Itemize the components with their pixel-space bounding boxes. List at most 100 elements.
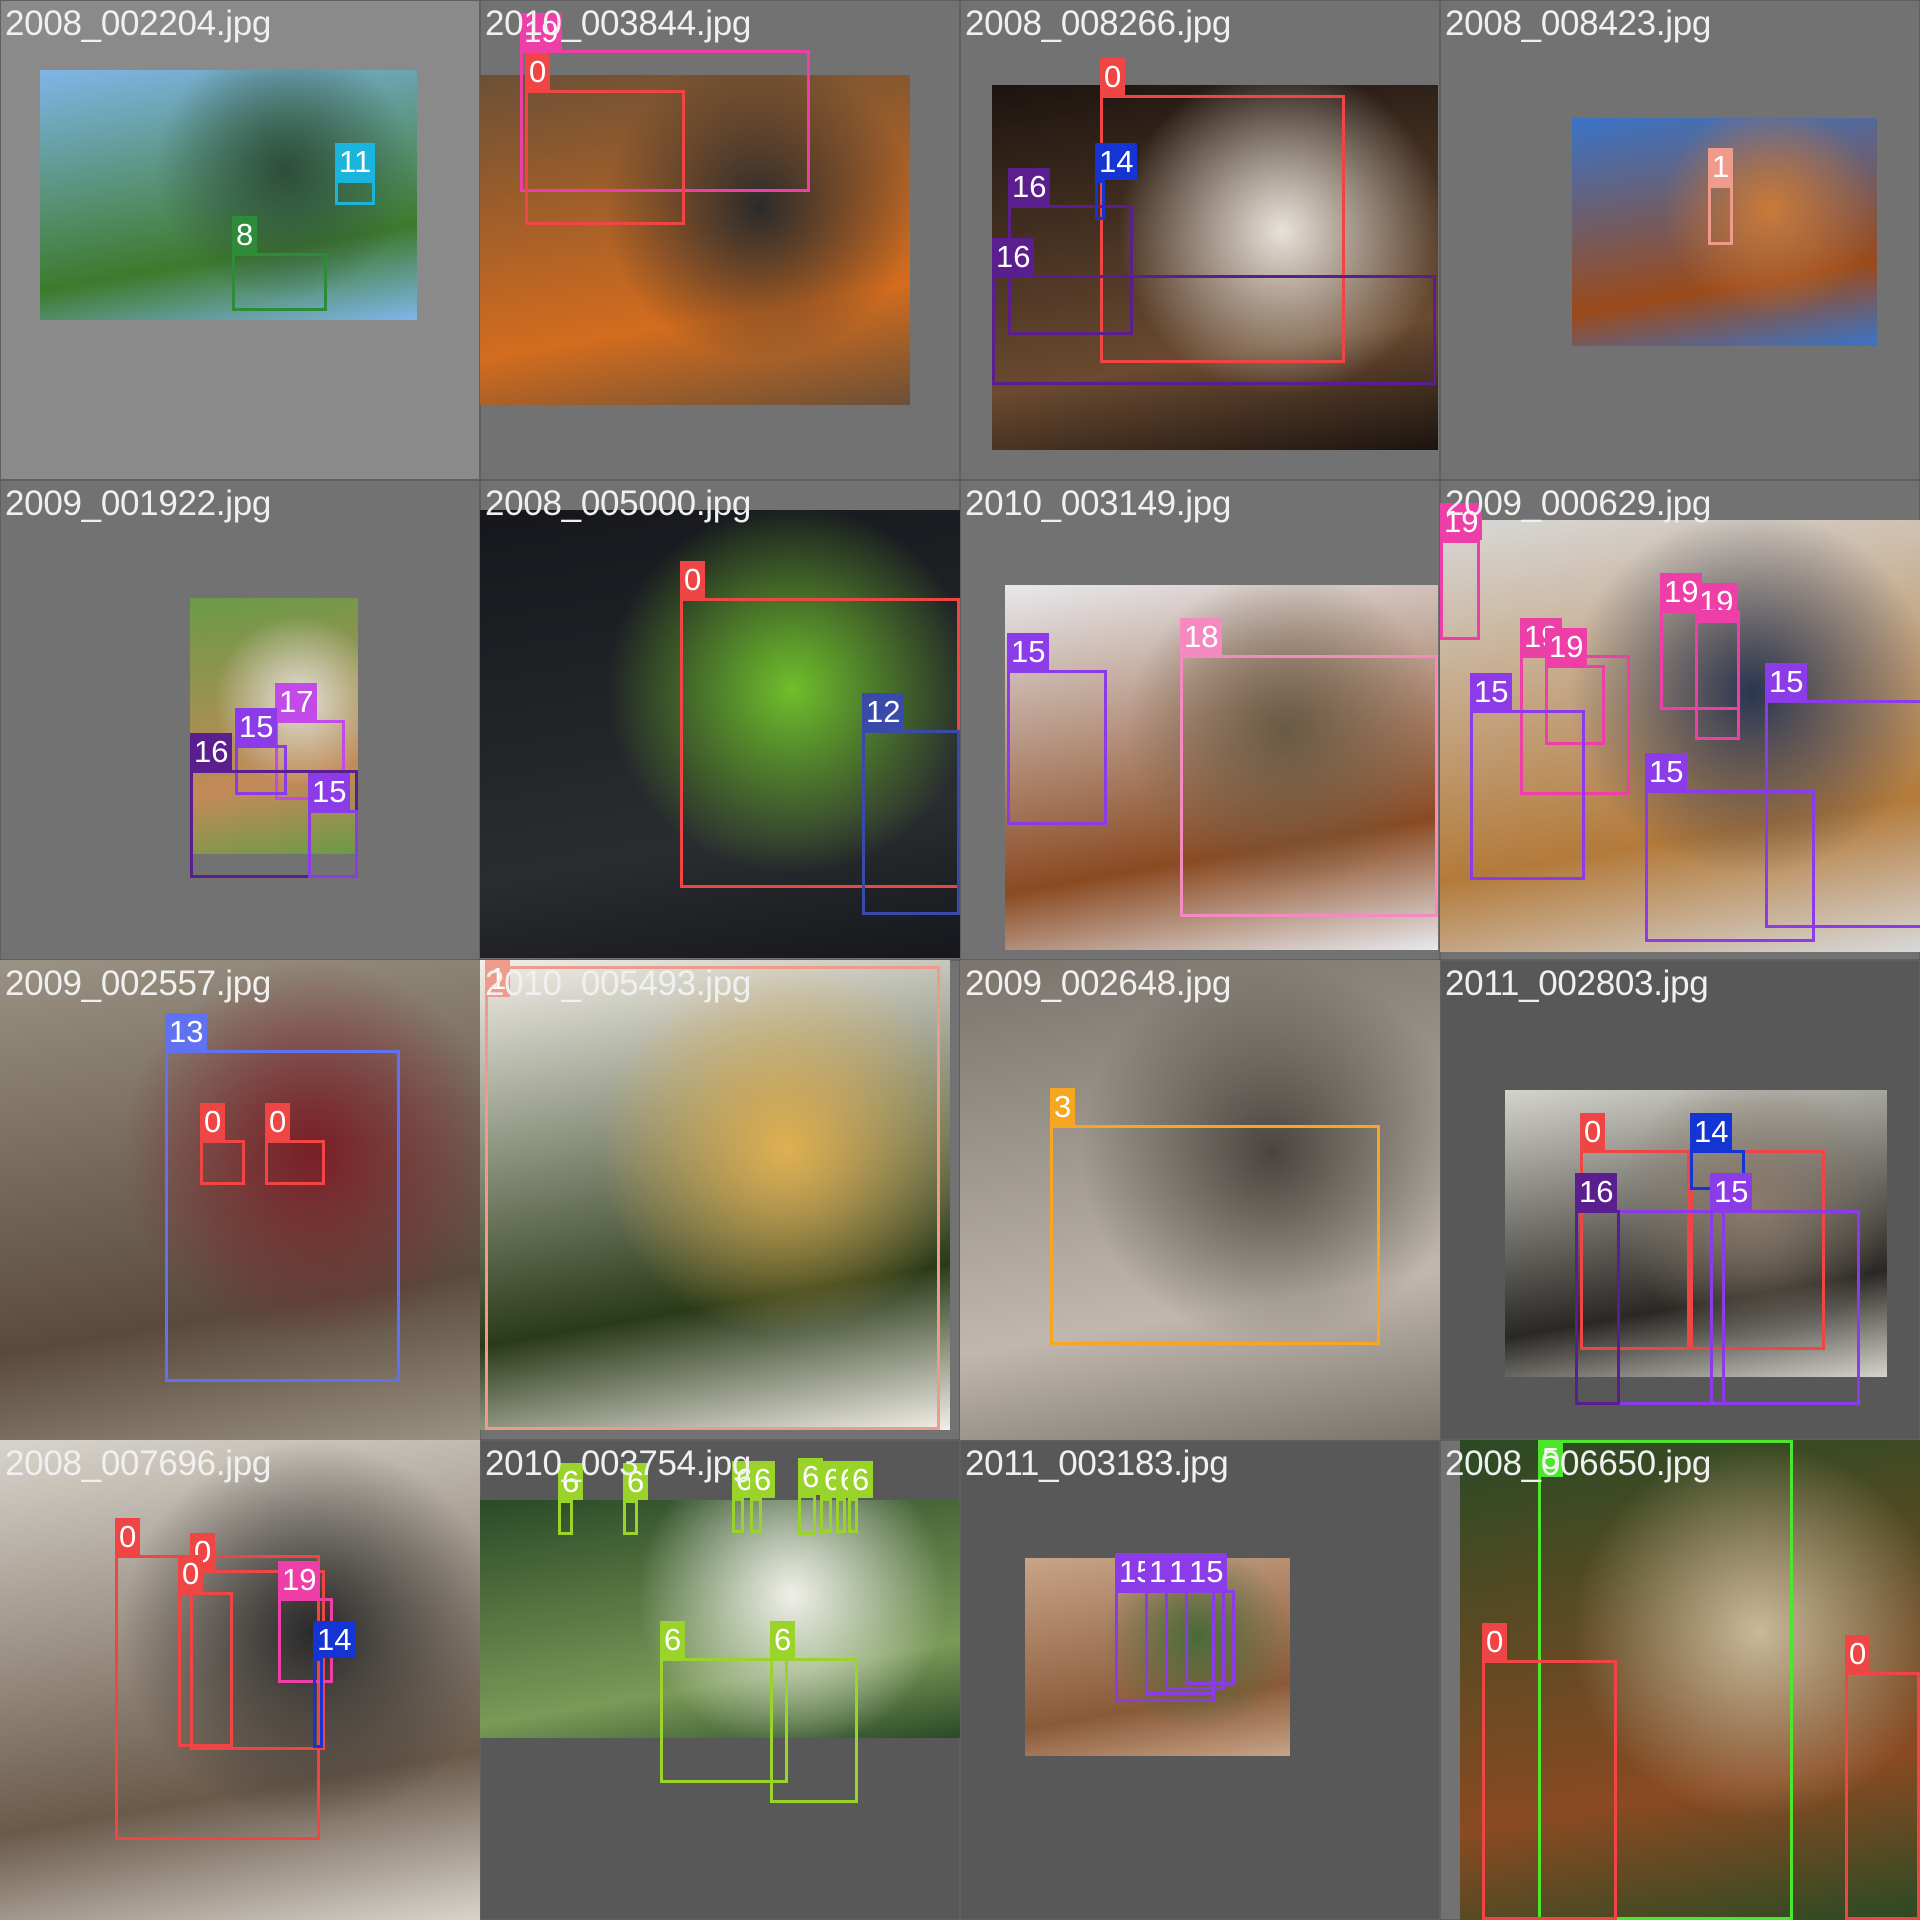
detection-class-label: 19: [278, 1561, 321, 1598]
detection-box: [1690, 1150, 1825, 1350]
mosaic-tile: 15 18 2010_003149.jpg: [960, 480, 1440, 960]
detection-class-label: 0: [1845, 1635, 1871, 1672]
detection-class-label: 0: [178, 1555, 204, 1592]
mosaic-tile: 19 0 2010_003844.jpg: [480, 0, 960, 480]
mosaic-tile: 13 0 0 2009_002557.jpg: [0, 960, 480, 1440]
detection-class-label: 6: [660, 1621, 686, 1658]
detection-box: [798, 1495, 816, 1535]
detection-class-label: 16: [1575, 1173, 1618, 1210]
detection-box: [1470, 710, 1585, 880]
detection-class-label: 6: [770, 1621, 796, 1658]
tile-filename: 2010_003844.jpg: [485, 4, 752, 43]
tile-filename: 2011_003183.jpg: [965, 1444, 1229, 1483]
detection-class-label: 15: [308, 773, 351, 810]
mosaic-tile: 66666666662010_003754.jpg: [480, 1440, 960, 1920]
detection-class-label: 16: [992, 238, 1035, 275]
detection-class-label: 0: [200, 1103, 226, 1140]
tile-photo: [1460, 1440, 1920, 1920]
tile-filename: 2008_008266.jpg: [965, 4, 1232, 43]
detection-class-label: 11: [335, 143, 376, 180]
detection-class-label: 19: [1660, 573, 1703, 610]
detection-class-label: 13: [165, 1013, 208, 1050]
detection-box: [1180, 655, 1438, 917]
detection-box: [750, 1498, 762, 1533]
tile-filename: 2008_002204.jpg: [5, 4, 272, 43]
detection-class-label: 18: [1180, 618, 1223, 655]
tile-filename: 2009_000629.jpg: [1445, 484, 1712, 523]
detection-class-label: 1: [1708, 148, 1734, 185]
tile-photo: [40, 70, 417, 320]
tile-filename: 2008_007696.jpg: [5, 1444, 272, 1483]
detection-box: [732, 1498, 744, 1533]
detection-class-label: 6: [798, 1458, 824, 1495]
detection-box: [1580, 1150, 1690, 1350]
detection-class-label: 14: [1690, 1113, 1733, 1150]
tile-filename: 2008_008423.jpg: [1445, 4, 1712, 43]
tile-filename: 2010_005493.jpg: [485, 964, 752, 1003]
detection-box: [770, 1658, 858, 1803]
detection-box: [525, 90, 685, 225]
detection-box: [200, 1140, 245, 1185]
detection-class-label: 14: [313, 1621, 356, 1658]
mosaic-tile: 00141516152011_002803.jpg: [1440, 960, 1920, 1440]
detection-box: [115, 1555, 320, 1840]
detection-box: [308, 810, 358, 878]
detection-class-label: 0: [1580, 1113, 1606, 1150]
detection-box: [265, 1140, 325, 1185]
detection-class-label: 6: [750, 1461, 776, 1498]
detection-box: [848, 1498, 858, 1533]
mosaic-tile: 0 12 2008_005000.jpg: [480, 480, 960, 960]
tile-filename: 2011_002803.jpg: [1445, 964, 1709, 1003]
detection-box: [313, 1658, 323, 1748]
detection-class-label: 16: [190, 733, 233, 770]
detection-class-label: 19: [520, 13, 563, 50]
detection-box: [862, 730, 960, 915]
tile-photo: [0, 960, 480, 1440]
mosaic-tile: 19 19 19 19 19 15 15 15 2009_000629.jpg: [1440, 480, 1920, 960]
detection-box: [623, 1500, 638, 1535]
detection-class-label: 15: [1765, 663, 1808, 700]
detection-box: [485, 966, 940, 1430]
detection-box: [1845, 1672, 1920, 1920]
detection-class-label: 3: [1050, 1088, 1076, 1125]
detection-class-label: 15: [1710, 1173, 1753, 1210]
tile-photo: [960, 960, 1440, 1440]
detection-box: [836, 1498, 846, 1533]
detection-class-label: 15: [1185, 1553, 1228, 1590]
detection-class-label: 5: [1538, 1440, 1564, 1477]
detection-box: [1440, 540, 1480, 640]
mosaic-tile: 17 15 16 15 2009_001922.jpg: [0, 480, 480, 960]
detection-box: [1100, 95, 1345, 363]
mosaic-tile: 1 2008_008423.jpg: [1440, 0, 1920, 480]
detection-class-label: 6: [558, 1463, 584, 1500]
detection-box: [1765, 700, 1920, 928]
tile-photo: [992, 85, 1438, 450]
detection-class-label: 12: [862, 693, 905, 730]
detection-box: [1660, 610, 1740, 710]
detection-class-label: 15: [1645, 753, 1688, 790]
detection-box: [190, 1570, 325, 1750]
detection-class-label: 0: [1482, 1623, 1508, 1660]
detection-box: [660, 1658, 788, 1783]
detection-class-label: 17: [275, 683, 318, 720]
detection-class-label: 0: [265, 1103, 291, 1140]
detection-class-label: 19: [1440, 503, 1483, 540]
mosaic-tile: 0 14 16 16 2008_008266.jpg: [960, 0, 1440, 480]
detection-box: [1545, 665, 1605, 745]
detection-box: [335, 180, 375, 205]
tile-filename: 2008_005000.jpg: [485, 484, 752, 523]
tile-filename: 2009_002648.jpg: [965, 964, 1232, 1003]
detection-box: [1708, 185, 1733, 245]
detection-class-label: 0: [525, 53, 551, 90]
tile-photo: [480, 1500, 960, 1738]
mosaic-tile: 0 0 0 19 14 2008_007696.jpg: [0, 1440, 480, 1920]
detection-box: [1007, 670, 1107, 825]
detection-box: [820, 1498, 832, 1533]
detection-box: [178, 1592, 233, 1747]
tile-filename: 2008_006650.jpg: [1445, 1444, 1712, 1483]
detection-class-label: 19: [1545, 628, 1588, 665]
detection-class-label: 16: [1008, 168, 1051, 205]
tile-filename: 2010_003149.jpg: [965, 484, 1232, 523]
detection-class-label: 15: [235, 708, 278, 745]
